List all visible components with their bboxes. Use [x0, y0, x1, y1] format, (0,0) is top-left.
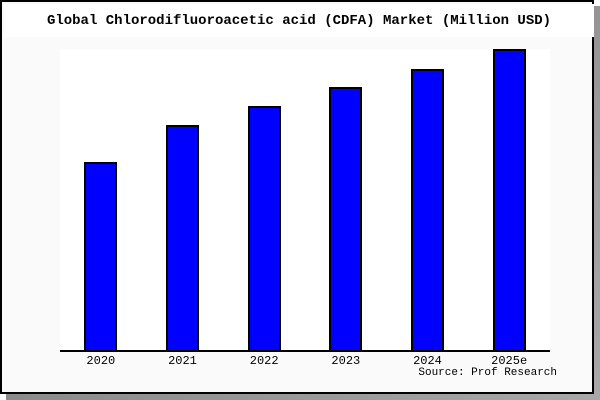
x-tick-label-2023: 2023	[331, 354, 361, 368]
bar-2025e	[492, 49, 526, 350]
bar-2021	[166, 125, 199, 350]
bar-2024	[411, 69, 444, 350]
source-credit: Source: Prof Research	[418, 367, 557, 379]
bar-2020	[84, 162, 118, 350]
x-tick-label-2020: 2020	[86, 354, 116, 368]
title-band: Global Chlorodifluoroacetic acid (CDFA) …	[4, 4, 594, 37]
bar-2023	[329, 87, 363, 350]
x-tick-label-2024: 2024	[413, 354, 442, 368]
plot-area	[60, 49, 550, 352]
x-axis-labels: 2020 2021 2022 2023 2024 2025e	[0, 354, 600, 370]
x-tick-label-2021: 2021	[168, 354, 197, 368]
chart-title: Global Chlorodifluoroacetic acid (CDFA) …	[46, 13, 552, 29]
bar-2022	[247, 106, 281, 350]
x-tick-label-2022: 2022	[249, 354, 279, 368]
x-tick-label-2025e: 2025e	[491, 354, 528, 368]
